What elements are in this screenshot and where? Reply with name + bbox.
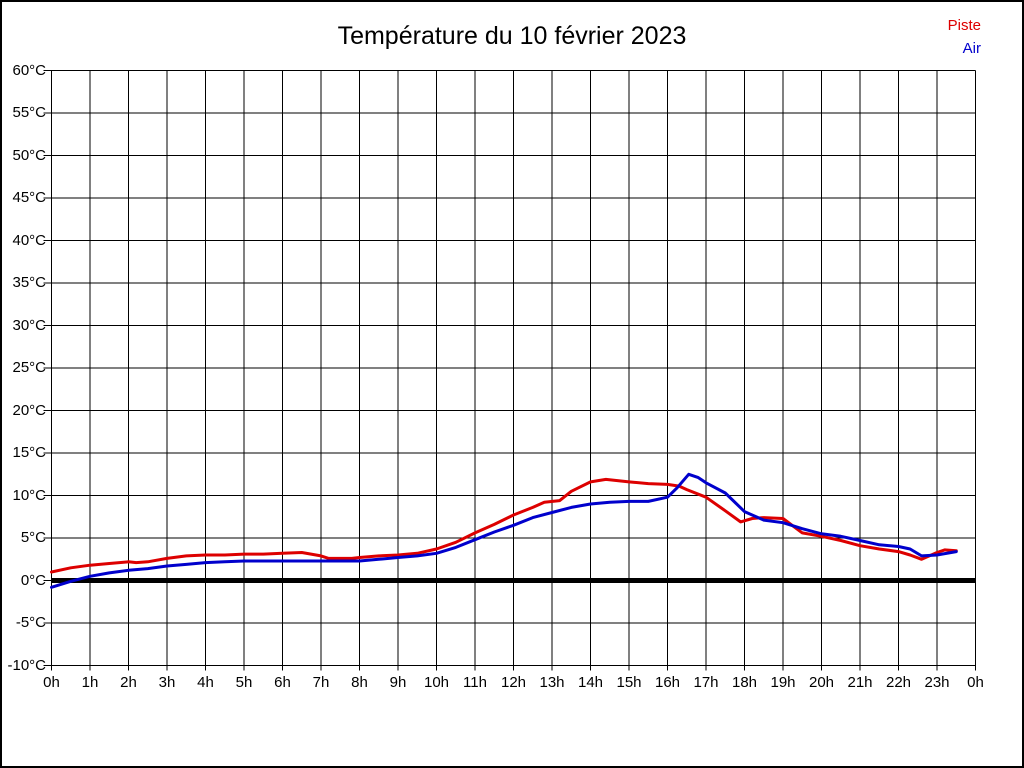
x-axis-label: 3h: [158, 674, 176, 691]
x-axis-label: 21h: [847, 674, 873, 691]
y-axis-label: 5°C: [20, 529, 46, 546]
legend-label-piste: Piste: [947, 17, 981, 34]
y-axis-label: 0°C: [20, 571, 46, 589]
x-axis-label: 19h: [770, 674, 796, 691]
y-axis-label: 40°C: [12, 231, 46, 249]
x-axis-label: 6h: [274, 674, 291, 691]
legend-item-air: Air: [948, 37, 981, 60]
x-axis-label: 22h: [885, 674, 912, 691]
x-axis-label: 23h: [924, 674, 950, 691]
y-axis-label: 60°C: [12, 61, 46, 79]
y-axis-label: 35°C: [12, 274, 46, 291]
x-axis-label: 2h: [120, 674, 137, 691]
x-axis-label: 7h: [312, 674, 330, 691]
legend-item-piste: Piste: [948, 14, 981, 37]
series-line-air: [50, 472, 958, 589]
x-axis-label: 5h: [235, 674, 253, 691]
x-axis-label: 0h: [967, 674, 984, 691]
x-axis-label: 13h: [539, 674, 565, 691]
y-axis-label: 30°C: [12, 316, 46, 334]
y-axis-label: -10°C: [7, 656, 46, 674]
x-axis-label: 18h: [731, 674, 758, 691]
series-line-piste: [50, 477, 958, 574]
x-axis-label: 10h: [423, 674, 450, 691]
y-axis-label: 50°C: [12, 146, 46, 164]
y-axis-label: 45°C: [12, 189, 46, 206]
y-axis-label: 10°C: [12, 486, 46, 504]
y-axis-label: 20°C: [12, 401, 46, 419]
legend: Piste Air: [948, 14, 981, 60]
x-axis-label: 17h: [693, 674, 719, 691]
x-axis-label: 4h: [197, 674, 214, 691]
x-axis-label: 16h: [654, 674, 681, 691]
y-axis-label: 25°C: [12, 359, 46, 376]
x-axis-label: 9h: [389, 674, 407, 691]
y-axis-label: 55°C: [12, 104, 46, 121]
x-axis-label: 0h: [43, 674, 60, 691]
x-axis-label: 8h: [351, 674, 368, 691]
chart-title: Température du 10 février 2023: [337, 22, 687, 50]
y-axis-label: 15°C: [12, 444, 46, 461]
x-axis-label: 14h: [577, 674, 604, 691]
y-axis-label: -5°C: [15, 614, 46, 631]
x-axis-label: 11h: [463, 674, 487, 691]
x-axis-label: 1h: [81, 674, 99, 691]
x-axis-label: 20h: [808, 674, 835, 691]
x-axis-label: 15h: [616, 674, 642, 691]
legend-label-air: Air: [962, 40, 981, 57]
x-axis-label: 12h: [500, 674, 527, 691]
